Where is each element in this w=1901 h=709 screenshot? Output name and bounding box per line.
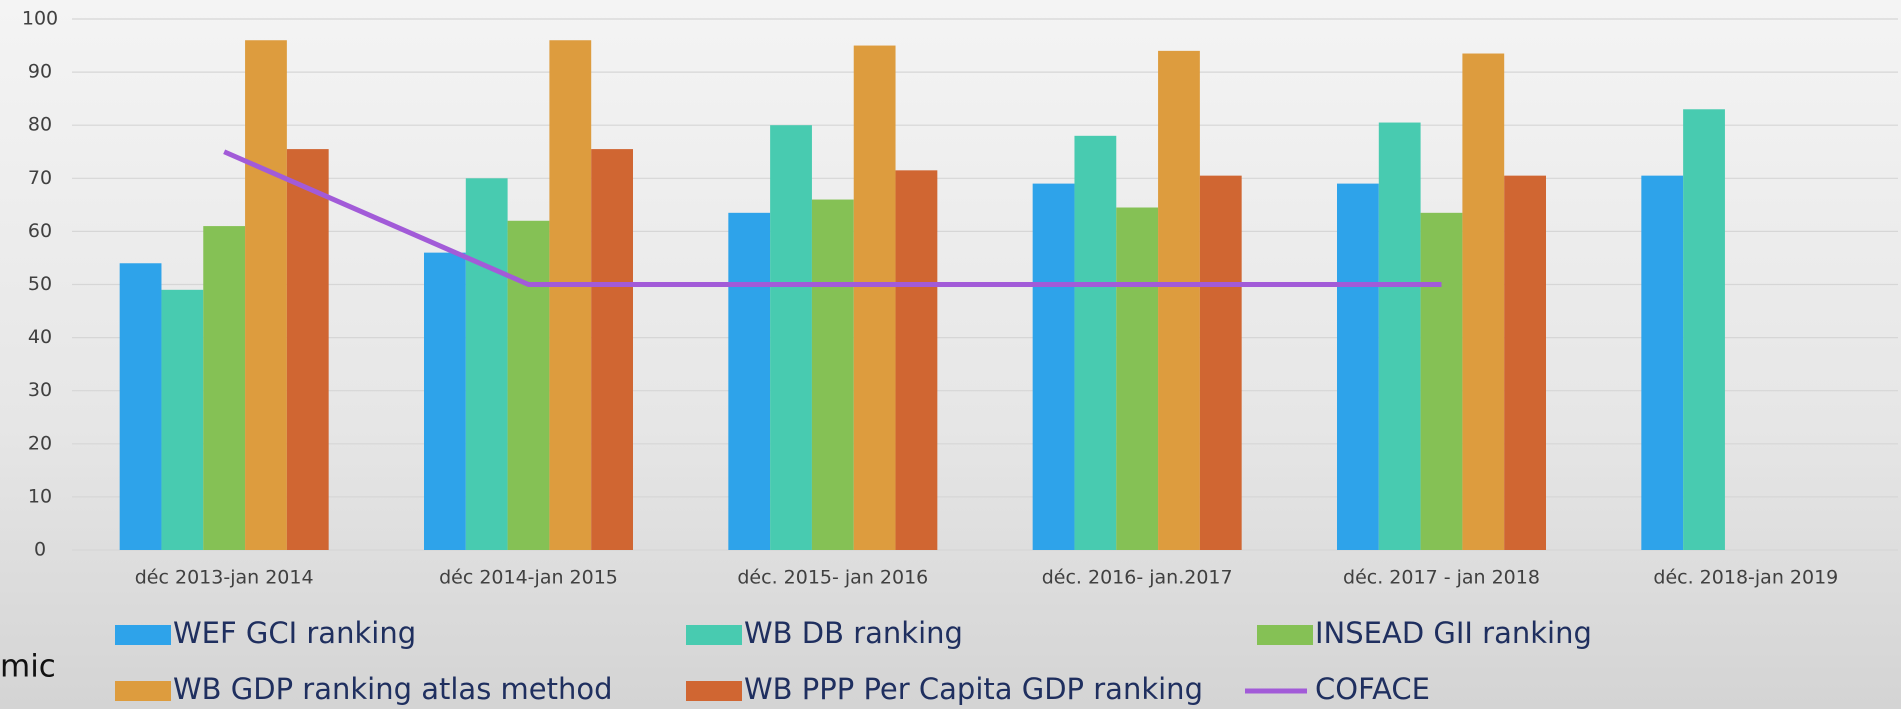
x-tick-label: déc. 2018-jan 2019 <box>1653 567 1838 589</box>
y-tick-label: 100 <box>22 8 58 30</box>
bar <box>770 125 812 550</box>
legend-label: WEF GCI ranking <box>173 616 416 650</box>
y-tick-label: 30 <box>28 379 52 401</box>
line <box>223 149 1442 287</box>
x-tick-label: déc. 2015- jan 2016 <box>737 567 928 589</box>
bar <box>1641 175 1684 550</box>
y-tick-label: 60 <box>28 220 52 242</box>
legend-label: COFACE <box>1315 672 1430 706</box>
legend-label: INSEAD GII ranking <box>1315 616 1592 650</box>
bar <box>119 263 162 550</box>
bar <box>424 252 466 550</box>
y-tick-label: 10 <box>28 485 52 507</box>
bar <box>245 40 287 551</box>
legend-label: WB DB ranking <box>744 616 963 650</box>
y-tick-label: 0 <box>34 539 46 561</box>
x-tick-label: déc. 2016- jan.2017 <box>1042 567 1233 589</box>
legend-swatch <box>1257 625 1313 645</box>
bar <box>853 45 896 551</box>
bar <box>1074 135 1117 550</box>
legend-swatch <box>115 681 171 701</box>
legend-swatch <box>686 625 742 645</box>
legend-swatch <box>686 681 742 701</box>
x-tick-label: déc 2013-jan 2014 <box>135 567 314 589</box>
y-tick-label: 20 <box>28 432 52 454</box>
y-tick-label: 90 <box>28 61 52 83</box>
bar <box>465 178 508 551</box>
bar <box>1337 183 1379 551</box>
y-tick-label: 40 <box>28 326 52 348</box>
bar <box>286 149 329 550</box>
bar <box>1504 175 1546 550</box>
bar <box>1378 122 1421 551</box>
bar <box>591 149 633 550</box>
bar <box>161 289 204 550</box>
bar <box>1032 183 1075 551</box>
legend-swatch <box>115 625 171 645</box>
y-tick-label: 50 <box>28 273 52 295</box>
bar <box>1462 53 1505 550</box>
bar <box>1420 212 1463 550</box>
legend-label: WB PPP Per Capita GDP ranking <box>744 672 1203 706</box>
bar <box>549 40 592 551</box>
legend-label: WB GDP ranking atlas method <box>173 672 613 706</box>
bar <box>203 226 246 550</box>
x-tick-label: déc 2014-jan 2015 <box>439 567 618 589</box>
y-tick-label: 70 <box>28 167 52 189</box>
bar <box>1199 175 1242 550</box>
y-tick-label: 80 <box>28 114 52 136</box>
bar <box>811 199 854 551</box>
bar <box>895 170 938 550</box>
bar <box>1683 109 1725 551</box>
bar <box>507 220 550 550</box>
x-tick-label: déc. 2017 - jan 2018 <box>1343 567 1540 589</box>
overlay-text: mic <box>0 649 56 685</box>
bar <box>1116 207 1159 550</box>
bar <box>1158 50 1200 551</box>
bar <box>728 212 771 550</box>
